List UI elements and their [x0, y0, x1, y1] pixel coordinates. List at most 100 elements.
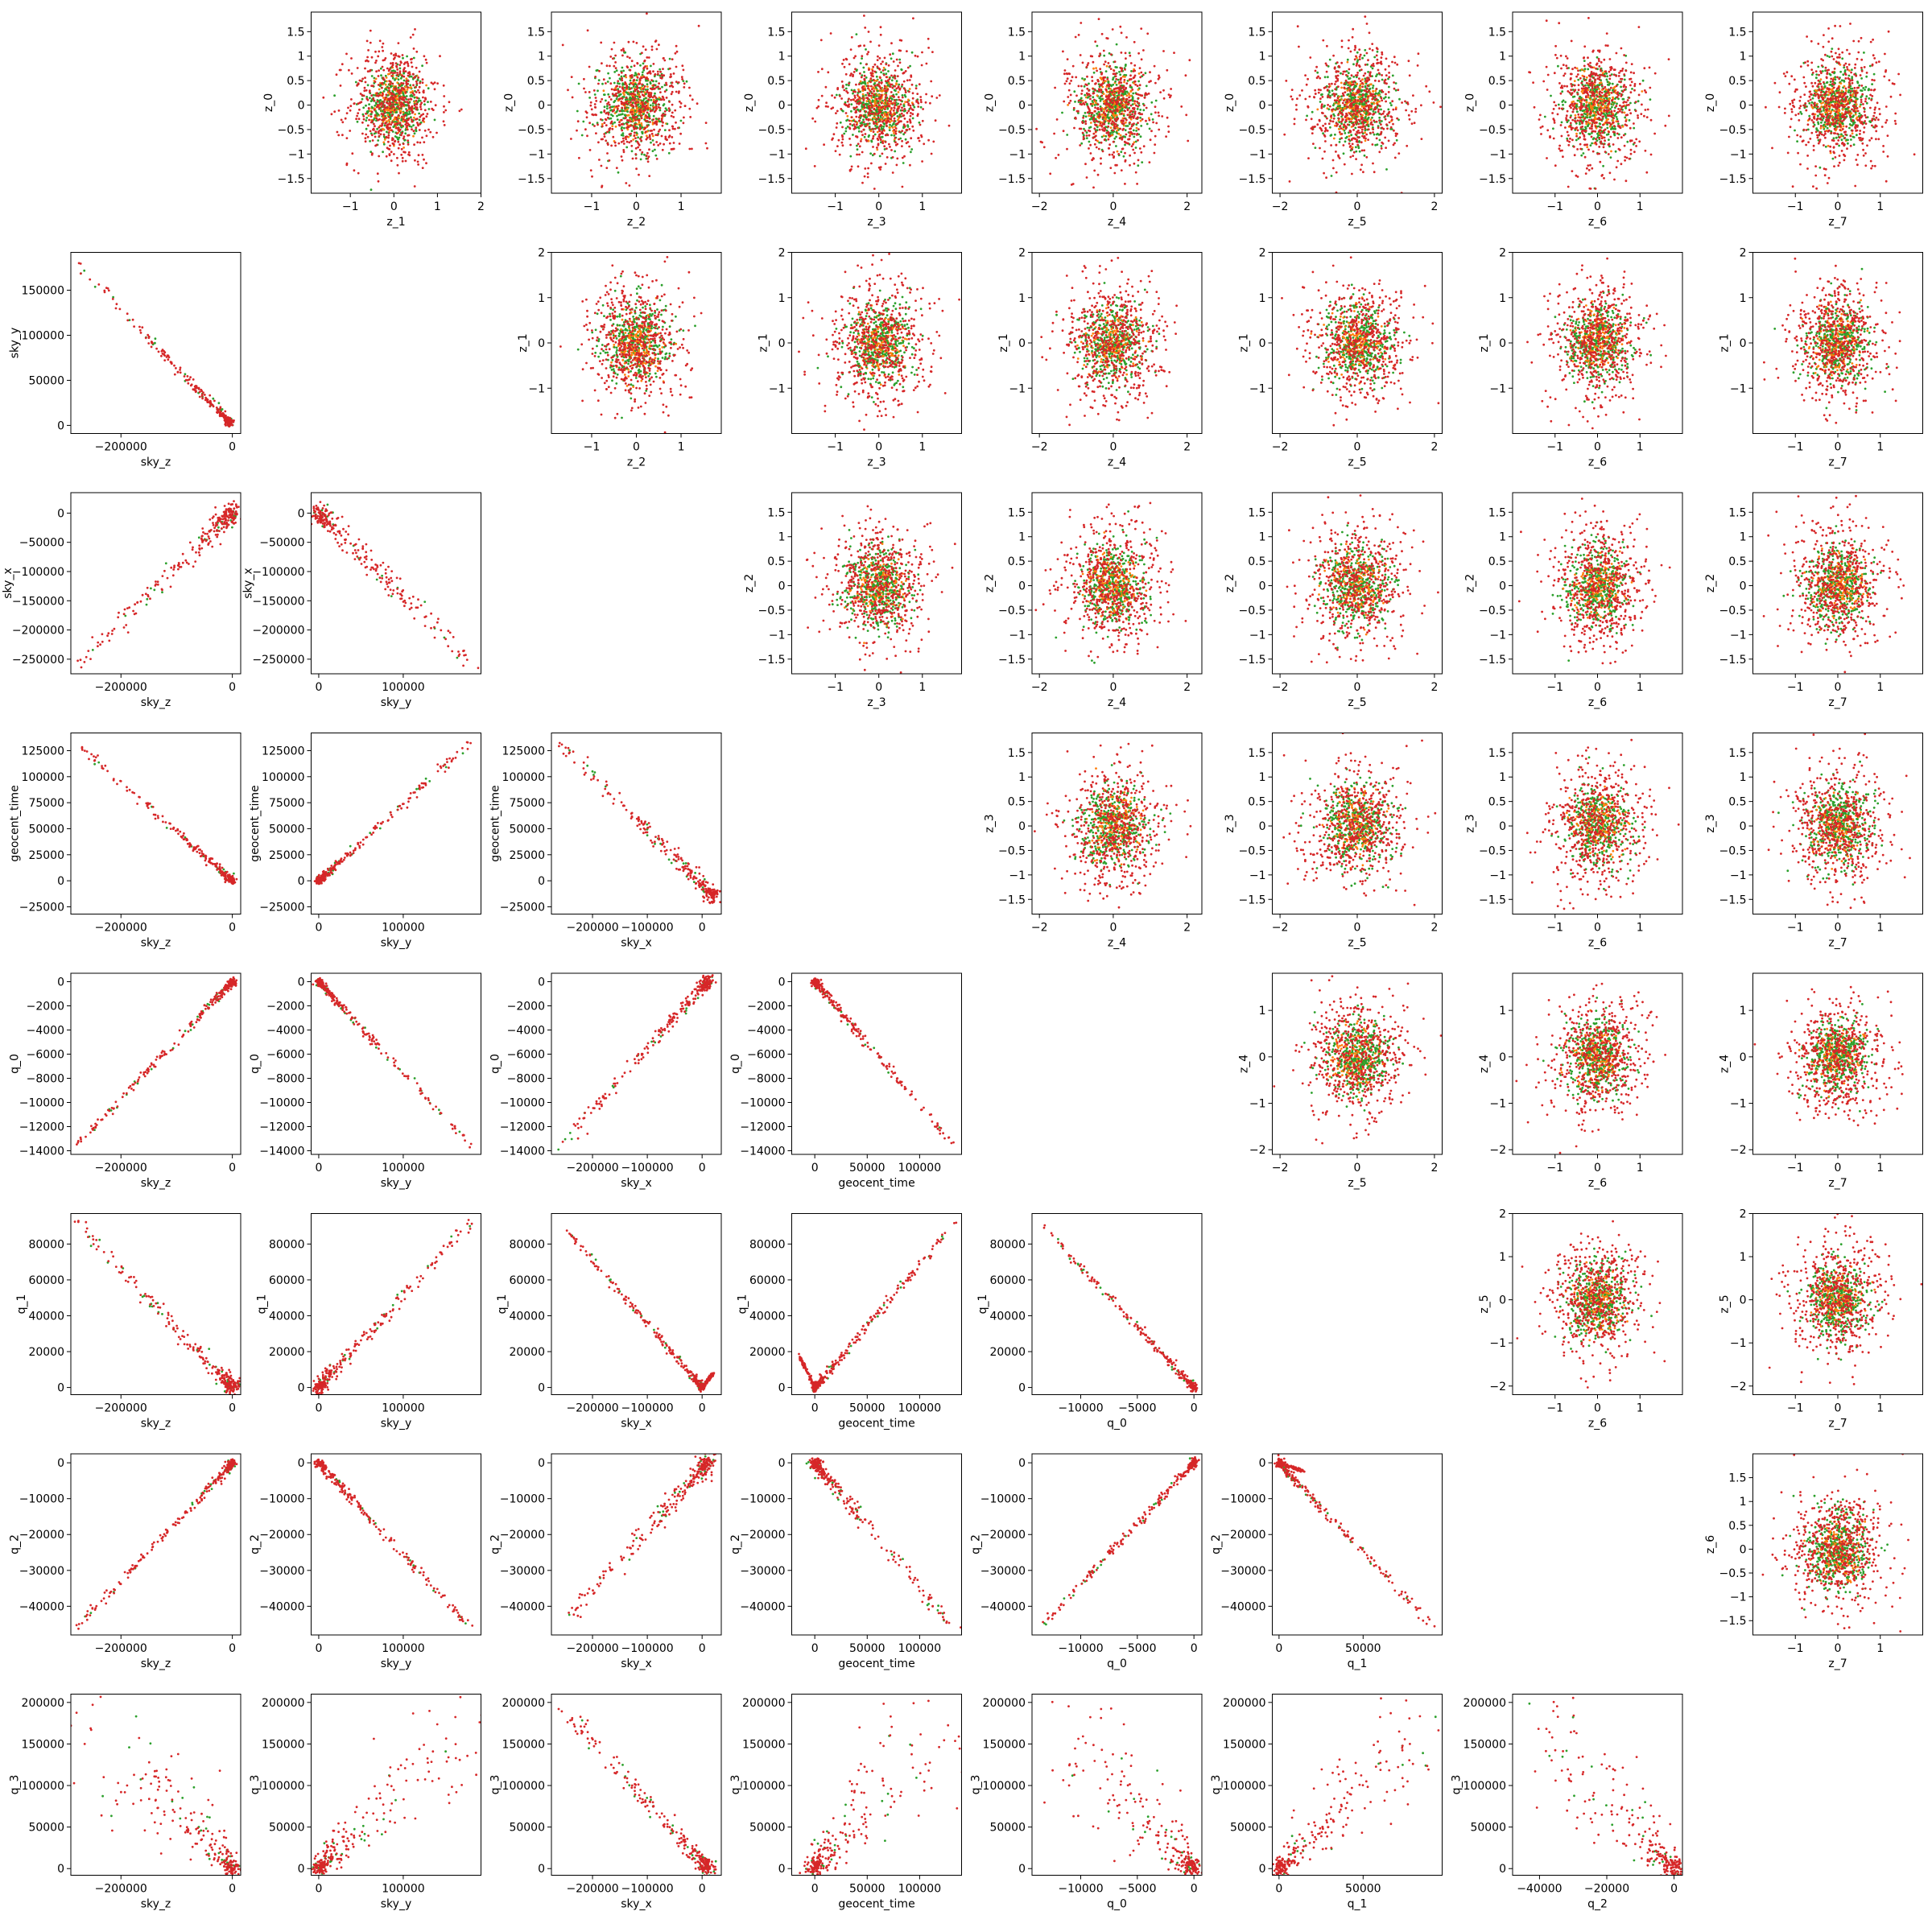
data-point	[1133, 107, 1136, 109]
data-point	[404, 123, 407, 126]
data-point	[890, 118, 893, 121]
data-point	[1146, 32, 1150, 35]
data-point	[817, 98, 820, 101]
data-point	[394, 109, 396, 112]
data-point	[1099, 68, 1102, 71]
data-point	[835, 112, 837, 115]
data-point	[671, 136, 674, 138]
data-point	[1113, 122, 1116, 124]
data-point	[349, 130, 352, 132]
data-point	[897, 91, 900, 93]
data-point	[1054, 86, 1056, 89]
data-point	[626, 126, 630, 129]
data-point	[668, 109, 671, 113]
data-point	[387, 87, 390, 89]
data-point	[384, 106, 386, 109]
data-point	[1099, 52, 1101, 55]
data-point	[387, 72, 390, 76]
data-point	[663, 113, 667, 116]
data-point	[1129, 94, 1133, 97]
data-point	[399, 77, 402, 80]
data-point	[1154, 143, 1157, 147]
data-point	[650, 79, 653, 81]
data-point	[662, 68, 664, 70]
data-point	[634, 93, 637, 96]
data-point	[409, 84, 412, 87]
data-point	[909, 106, 912, 109]
data-point	[873, 127, 877, 130]
data-point	[683, 116, 685, 119]
data-point	[619, 90, 621, 93]
data-point	[1106, 77, 1109, 80]
data-point	[865, 48, 867, 51]
data-point	[417, 163, 419, 166]
data-point	[679, 101, 683, 105]
data-point	[406, 109, 408, 112]
data-point	[885, 105, 887, 109]
data-point	[1122, 114, 1125, 118]
data-point	[911, 103, 914, 105]
data-point	[1120, 101, 1123, 104]
data-point	[398, 96, 402, 99]
data-point	[600, 118, 602, 121]
data-point	[675, 50, 679, 53]
data-point	[613, 71, 617, 73]
y-tick-label: 1	[298, 51, 305, 64]
data-point	[859, 122, 862, 125]
data-point	[873, 107, 876, 110]
data-point	[1137, 164, 1140, 167]
data-point	[635, 106, 638, 109]
data-point	[369, 130, 372, 133]
data-point	[1371, 116, 1373, 119]
data-point	[1080, 142, 1084, 145]
data-point	[401, 54, 404, 56]
data-point	[860, 114, 862, 117]
data-point	[621, 83, 624, 86]
data-point	[436, 82, 439, 85]
data-point	[663, 90, 667, 93]
data-point	[398, 70, 402, 72]
data-point	[650, 93, 652, 97]
data-point	[919, 96, 923, 98]
data-point	[1323, 105, 1325, 108]
data-point	[621, 137, 625, 140]
data-point	[373, 118, 375, 122]
data-point	[415, 66, 418, 69]
data-point	[1137, 89, 1140, 91]
data-point	[380, 101, 383, 105]
data-point	[899, 137, 902, 140]
data-point	[391, 76, 394, 80]
data-point	[422, 96, 424, 99]
data-point	[357, 102, 360, 105]
data-point	[704, 142, 708, 145]
data-point	[646, 83, 649, 85]
data-point	[869, 152, 872, 155]
data-point	[1361, 56, 1364, 60]
data-point	[658, 87, 662, 90]
data-point	[873, 152, 876, 155]
data-point	[1173, 52, 1175, 54]
data-point	[411, 110, 415, 114]
data-point	[638, 113, 641, 115]
data-point	[883, 112, 886, 115]
data-point	[402, 87, 405, 90]
data-point	[632, 85, 635, 88]
data-point	[840, 141, 844, 144]
data-point	[836, 87, 840, 89]
data-point	[395, 126, 398, 130]
data-point	[891, 52, 894, 56]
data-point	[411, 94, 413, 97]
data-point	[920, 64, 923, 67]
data-point	[619, 114, 622, 116]
data-point	[675, 80, 678, 83]
data-point	[626, 56, 629, 58]
data-point	[668, 101, 671, 103]
data-point	[646, 160, 650, 163]
data-point	[630, 81, 632, 85]
data-point	[903, 131, 906, 134]
data-point	[1138, 147, 1141, 150]
data-point	[1153, 64, 1156, 68]
x-tick-label: 1	[434, 200, 441, 213]
data-point	[1132, 148, 1135, 151]
data-point	[636, 62, 639, 65]
